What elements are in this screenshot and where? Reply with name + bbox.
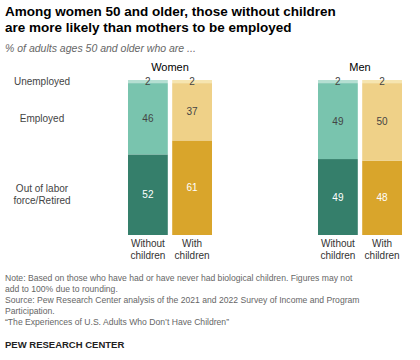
data-label: 52	[142, 189, 154, 200]
note: add to 100% due to rounding.	[5, 284, 118, 294]
panel-title: Men	[349, 61, 370, 73]
x-tick-label-line: With	[372, 238, 392, 249]
panel: Women5261463722WithoutchildrenWithchildr…	[13, 61, 212, 261]
x-axis: WithoutchildrenWithchildren	[130, 238, 209, 261]
data-label: 2	[145, 76, 151, 87]
data-label: 49	[332, 116, 344, 127]
x-tick: Withoutchildren	[320, 238, 355, 261]
data-labels: 52 61 46 37 2 2	[142, 76, 198, 200]
bars	[128, 80, 212, 235]
data-label: 2	[379, 76, 385, 87]
x-tick-label-line: With	[182, 238, 202, 249]
title: are more likely than mothers to be emplo…	[5, 20, 292, 35]
x-tick-label-line: children	[175, 250, 210, 261]
x-tick-label: Withchildren	[365, 238, 400, 261]
data-label: 37	[187, 106, 199, 117]
x-tick-label-line: Without	[321, 238, 355, 249]
subtitle: % of adults ages 50 and older who are ..…	[5, 42, 196, 54]
legend-label-line: force/Retired	[13, 195, 70, 206]
data-labels: 49 48 49 50 2 2	[332, 76, 388, 203]
bar-segment	[362, 83, 402, 161]
x-tick-label-line: children	[320, 250, 355, 261]
x-tick-label-line: children	[365, 250, 400, 261]
x-tick-label: Withoutchildren	[320, 238, 355, 261]
legend-label-line: Out of labor	[16, 183, 69, 194]
data-label: 48	[377, 192, 389, 203]
data-label: 50	[377, 116, 389, 127]
note: “The Experiences of U.S. Adults Who Don’…	[5, 317, 229, 327]
legend-label-line: Employed	[20, 113, 64, 124]
legend: Out of laborforce/Retired Employed Unemplo…	[13, 76, 70, 206]
credit: PEW RESEARCH CENTER	[5, 339, 124, 350]
data-label: 2	[189, 76, 195, 87]
bar-segment	[128, 83, 168, 154]
legend-label: Out of laborforce/Retired	[13, 183, 70, 206]
note: Participation.	[5, 306, 55, 316]
bar-segment	[318, 83, 358, 159]
legend-label: Employed	[20, 113, 64, 124]
bar-segment	[128, 154, 168, 235]
bar-segment	[362, 161, 402, 235]
bar-segment	[318, 159, 358, 235]
chart-figure: Among women 50 and older, those without …	[0, 0, 420, 360]
note: Source: Pew Research Center analysis of …	[5, 295, 359, 305]
bar-segment	[172, 140, 212, 235]
data-label: 49	[332, 192, 344, 203]
panel-title: Women	[151, 61, 189, 73]
data-label: 2	[335, 76, 341, 87]
bar-segment	[172, 83, 212, 140]
legend-label: Unemployed	[14, 76, 70, 87]
x-tick-label-line: Without	[131, 238, 165, 249]
note: Note: Based on those who have had or hav…	[5, 273, 353, 283]
x-tick: Withoutchildren	[130, 238, 165, 261]
x-tick: Withchildren	[175, 238, 210, 261]
x-axis: WithoutchildrenWithchildren	[320, 238, 399, 261]
data-label: 46	[142, 113, 154, 124]
x-tick-label-line: children	[130, 250, 165, 261]
data-label: 61	[187, 182, 199, 193]
title: Among women 50 and older, those without …	[5, 4, 336, 19]
bars	[318, 80, 402, 235]
x-tick-label: Withoutchildren	[130, 238, 165, 261]
panel: Men4948495022WithoutchildrenWithchildren	[318, 61, 402, 261]
legend-label-line: Unemployed	[14, 76, 70, 87]
x-tick-label: Withchildren	[175, 238, 210, 261]
x-tick: Withchildren	[365, 238, 400, 261]
